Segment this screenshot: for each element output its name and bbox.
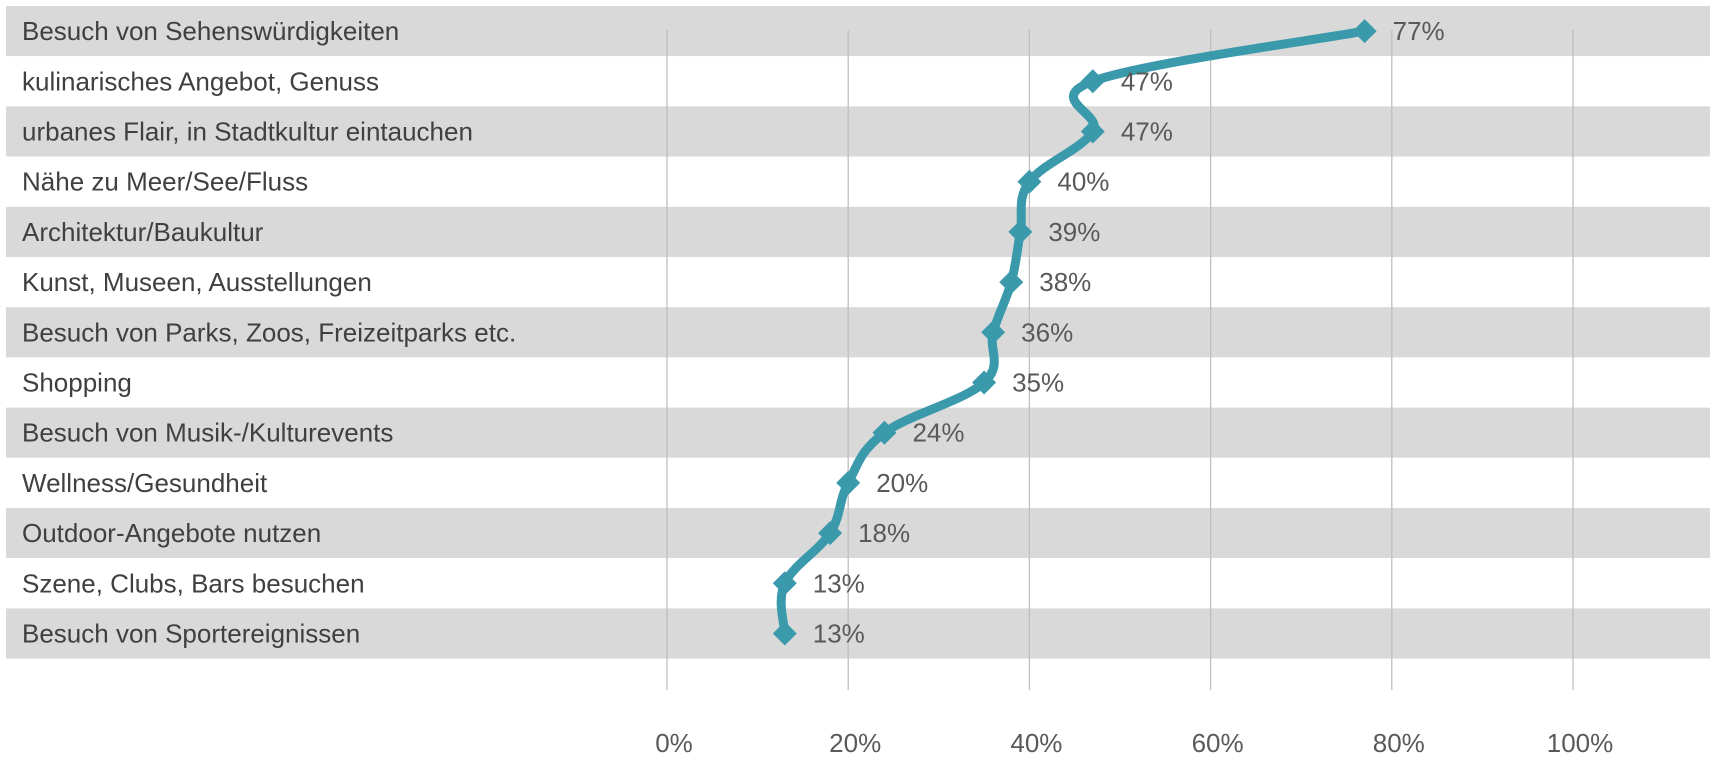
x-tick-label: 20% xyxy=(829,728,881,758)
category-label: Shopping xyxy=(22,368,132,398)
row-bands xyxy=(6,6,1710,659)
data-point xyxy=(772,621,797,646)
row-band xyxy=(6,558,1710,609)
x-tick-label: 0% xyxy=(655,728,693,758)
row-band xyxy=(6,508,1710,559)
data-point xyxy=(772,571,797,596)
data-label: 77% xyxy=(1393,16,1445,46)
row-band xyxy=(6,106,1710,157)
data-labels: 77% 47% 47% 40% 39% 38% 36% 35% 24% 20% 18% 13% 13% xyxy=(813,16,1445,648)
data-label: 36% xyxy=(1021,317,1073,347)
row-band xyxy=(6,357,1710,408)
category-label: Besuch von Sehenswürdigkeiten xyxy=(22,16,399,46)
series-line-group xyxy=(776,26,1370,638)
category-label: Szene, Clubs, Bars besuchen xyxy=(22,568,365,598)
data-point xyxy=(836,470,861,495)
data-label: 20% xyxy=(876,468,928,498)
data-point xyxy=(981,320,1006,345)
category-label: Wellness/Gesundheit xyxy=(22,468,268,498)
x-tick-label: 80% xyxy=(1373,728,1425,758)
row-band xyxy=(6,156,1710,207)
data-label: 13% xyxy=(813,568,865,598)
data-label: 18% xyxy=(858,518,910,548)
category-label: Besuch von Sportereignissen xyxy=(22,619,360,649)
gridlines xyxy=(666,30,1574,690)
data-point xyxy=(972,370,997,395)
data-point xyxy=(818,521,843,546)
data-point xyxy=(1008,219,1033,244)
category-label: Architektur/Baukultur xyxy=(22,217,264,247)
data-label: 47% xyxy=(1121,117,1173,147)
category-label: kulinarisches Angebot, Genuss xyxy=(22,66,379,96)
data-point xyxy=(872,420,897,445)
data-label: 39% xyxy=(1048,217,1100,247)
category-label: Besuch von Musik-/Kulturevents xyxy=(22,418,393,448)
data-point xyxy=(999,270,1024,295)
category-label: Outdoor-Angebote nutzen xyxy=(22,518,321,548)
data-point xyxy=(1017,169,1042,194)
data-label: 47% xyxy=(1121,66,1173,96)
row-band xyxy=(6,6,1710,57)
data-point xyxy=(1352,19,1377,44)
row-band xyxy=(6,608,1710,659)
data-label: 35% xyxy=(1012,368,1064,398)
row-band xyxy=(6,56,1710,107)
category-label: Besuch von Parks, Zoos, Freizeitparks et… xyxy=(22,317,516,347)
row-band xyxy=(6,407,1710,458)
data-point xyxy=(1080,119,1105,144)
data-label: 24% xyxy=(912,418,964,448)
series-line xyxy=(776,26,1370,638)
x-tick-label: 100% xyxy=(1547,728,1614,758)
data-markers xyxy=(772,19,1377,646)
data-label: 13% xyxy=(813,619,865,649)
x-axis-tick-labels: 0% 20% 40% 60% 80% 100% xyxy=(655,728,1613,758)
x-tick-label: 40% xyxy=(1010,728,1062,758)
category-label: Kunst, Museen, Ausstellungen xyxy=(22,267,372,297)
row-band xyxy=(6,307,1710,358)
category-label: urbanes Flair, in Stadtkultur eintauchen xyxy=(22,117,473,147)
x-tick-label: 60% xyxy=(1192,728,1244,758)
data-label: 40% xyxy=(1057,167,1109,197)
row-band xyxy=(6,206,1710,257)
row-band xyxy=(6,257,1710,308)
category-label: Nähe zu Meer/See/Fluss xyxy=(22,167,308,197)
category-labels: Besuch von Sehenswürdigkeiten kulinarisch… xyxy=(22,16,516,648)
data-label: 38% xyxy=(1039,267,1091,297)
data-point xyxy=(1080,69,1105,94)
